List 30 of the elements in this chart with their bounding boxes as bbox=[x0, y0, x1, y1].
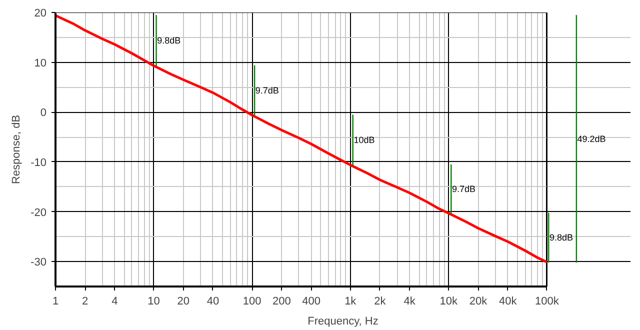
x-tick-label: 1k bbox=[344, 296, 357, 308]
x-tick-label: 40k bbox=[498, 296, 518, 308]
x-tick-label: 10 bbox=[148, 296, 160, 308]
x-axis-title: Frequency, Hz bbox=[308, 316, 378, 328]
x-tick-label: 1 bbox=[52, 296, 59, 308]
annotation: 10dB bbox=[354, 135, 375, 146]
y-tick-label: -20 bbox=[30, 206, 47, 219]
text: 49.2dB bbox=[577, 134, 606, 144]
y-tick-label: -10 bbox=[30, 156, 47, 169]
x-tick-label: 2k bbox=[374, 296, 386, 308]
x-tick-label: 4 bbox=[112, 296, 118, 308]
y-tick-label: 0 bbox=[40, 107, 47, 120]
x-tick-label: 10k bbox=[440, 296, 458, 308]
x-tick-label: 2 bbox=[82, 296, 88, 308]
annotation: 9.7dB bbox=[255, 85, 279, 96]
y-tick-label: 20 bbox=[34, 8, 47, 20]
y-tick-label: -30 bbox=[30, 256, 47, 269]
y-tick-label: 10 bbox=[34, 57, 47, 70]
x-tick-label: 20 bbox=[177, 296, 190, 308]
x-tick-label: 40 bbox=[206, 296, 220, 308]
y-axis-title: Response, dB bbox=[10, 114, 23, 184]
annotation: 9.8dB bbox=[157, 36, 181, 46]
x-tick-label: 400 bbox=[302, 296, 320, 308]
x-tick-label: 200 bbox=[272, 296, 291, 308]
text: 9.8dB bbox=[549, 232, 574, 243]
x-tick-label: 100 bbox=[242, 296, 262, 308]
x-tick-label: 20k bbox=[469, 296, 488, 308]
annotation: 9.7dB bbox=[452, 184, 476, 194]
x-tick-label: 4k bbox=[404, 296, 416, 308]
x-tick-label: 100k bbox=[535, 296, 560, 308]
